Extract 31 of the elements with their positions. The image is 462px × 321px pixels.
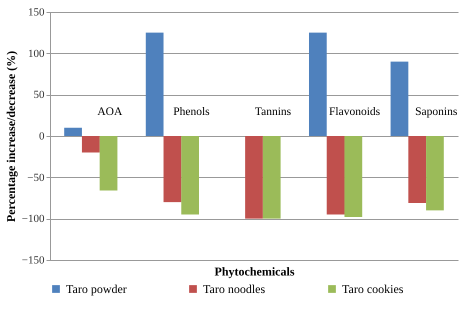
bar [82,136,100,153]
y-tick-label: −100 [22,213,45,226]
bar [146,32,164,136]
bar [164,136,182,202]
bar [390,62,408,136]
bar [64,128,82,136]
x-tick-label: Saponins [415,106,458,118]
legend-label: Taro noodles [203,282,266,296]
legend-label: Taro cookies [342,282,404,296]
y-tick-label: −150 [22,254,45,266]
bar [308,32,327,136]
y-tick-label: 150 [28,6,45,18]
bar [426,136,444,210]
x-tick-label: Flavonoids [329,106,381,118]
bar [262,136,281,219]
legend-label: Taro powder [66,282,127,296]
x-axis-title: Phytochemicals [214,264,295,278]
bar [181,136,200,215]
y-axis-title: Percentage increase/decrease (%) [4,50,18,222]
bar [344,136,362,218]
bar [245,136,263,219]
x-tick-label: Tannins [254,106,292,118]
x-tick-label: AOA [97,106,123,118]
y-tick-label: −50 [27,172,45,184]
y-tick-label: 50 [34,89,45,102]
x-tick-label: Phenols [173,106,210,118]
y-tick-label: 100 [28,48,45,60]
bar [326,136,344,215]
bar [408,136,426,203]
bar [100,136,118,191]
y-tick-label: 0 [39,130,45,142]
